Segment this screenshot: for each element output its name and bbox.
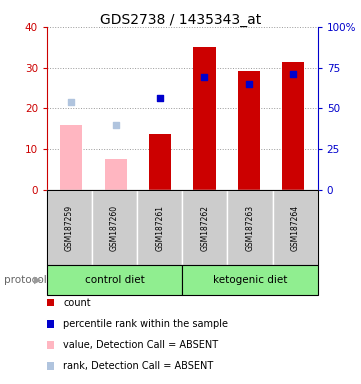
Bar xyxy=(238,71,260,190)
Point xyxy=(201,74,207,80)
Text: GDS2738 / 1435343_at: GDS2738 / 1435343_at xyxy=(100,13,261,27)
Point xyxy=(157,95,163,101)
Text: control diet: control diet xyxy=(85,275,144,285)
Point xyxy=(69,99,74,106)
Text: ketogenic diet: ketogenic diet xyxy=(213,275,287,285)
Bar xyxy=(282,62,304,190)
Bar xyxy=(105,159,127,190)
Text: GSM187263: GSM187263 xyxy=(245,204,255,251)
Text: ▶: ▶ xyxy=(34,275,42,285)
Text: count: count xyxy=(63,298,91,308)
Text: protocol: protocol xyxy=(4,275,46,285)
Text: rank, Detection Call = ABSENT: rank, Detection Call = ABSENT xyxy=(63,361,213,371)
Text: percentile rank within the sample: percentile rank within the sample xyxy=(63,319,228,329)
Bar xyxy=(149,134,171,190)
Text: GSM187262: GSM187262 xyxy=(200,205,209,250)
Bar xyxy=(60,125,82,190)
Text: GSM187259: GSM187259 xyxy=(65,204,74,251)
Text: GSM187264: GSM187264 xyxy=(291,204,300,251)
Text: GSM187261: GSM187261 xyxy=(155,205,164,250)
Point xyxy=(290,71,296,77)
Text: value, Detection Call = ABSENT: value, Detection Call = ABSENT xyxy=(63,340,218,350)
Point xyxy=(113,122,119,128)
Point xyxy=(246,81,252,87)
Text: GSM187260: GSM187260 xyxy=(110,204,119,251)
Bar xyxy=(193,47,216,190)
